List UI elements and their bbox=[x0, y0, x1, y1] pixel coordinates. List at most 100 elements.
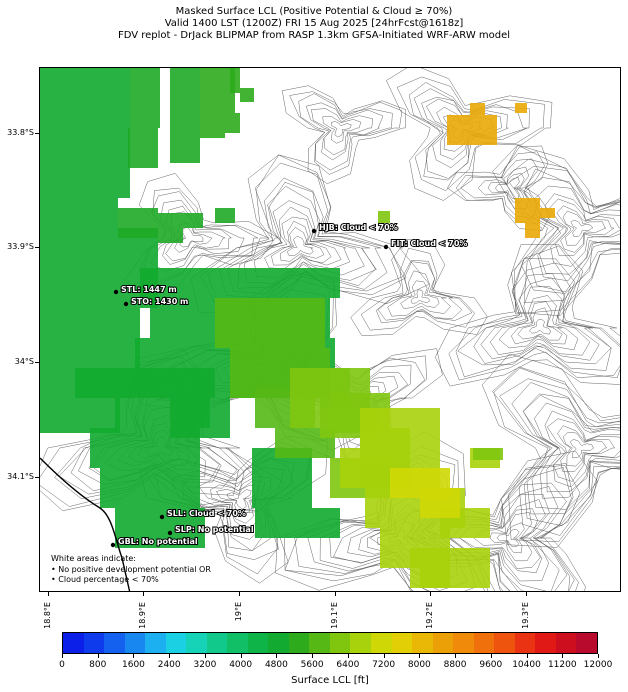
contour-line bbox=[331, 121, 352, 138]
colorbar-segment bbox=[124, 633, 146, 653]
lon-tick bbox=[526, 592, 527, 596]
colorbar-segment bbox=[247, 633, 269, 653]
site-marker-sll bbox=[159, 514, 165, 520]
contour-line bbox=[517, 307, 563, 341]
colorbar-segment bbox=[309, 633, 330, 653]
contour-line bbox=[386, 68, 553, 201]
lcl-cell bbox=[215, 298, 325, 348]
colorbar-title: Surface LCL [ft] bbox=[291, 675, 369, 686]
contour-line bbox=[375, 260, 473, 324]
lcl-cell bbox=[515, 103, 527, 113]
lat-label: 34°S bbox=[14, 357, 34, 366]
contour-line bbox=[434, 244, 620, 387]
lon-label: 19.2°E bbox=[425, 602, 434, 629]
colorbar-tick bbox=[347, 654, 349, 658]
contour-line bbox=[508, 166, 620, 294]
contour-line bbox=[492, 366, 620, 536]
lcl-cell bbox=[230, 68, 240, 93]
contour-line bbox=[522, 393, 620, 510]
colorbar-segment bbox=[206, 633, 228, 653]
colorbar-tick-label: 10400 bbox=[512, 660, 541, 670]
site-marker-sto bbox=[123, 301, 129, 307]
contour-line bbox=[557, 425, 616, 472]
figure-titles: Masked Surface LCL (Positive Potential &… bbox=[0, 6, 628, 42]
colorbar-tick bbox=[133, 654, 135, 658]
colorbar-segment bbox=[555, 633, 577, 653]
colorbar-segment bbox=[104, 633, 125, 653]
lcl-cell bbox=[40, 228, 158, 308]
lcl-cell bbox=[225, 113, 240, 133]
contour-line bbox=[511, 382, 620, 515]
lcl-cell bbox=[118, 208, 158, 238]
colorbar-tick-label: 6400 bbox=[336, 660, 360, 670]
lcl-cell bbox=[378, 211, 390, 223]
colorbar-tick bbox=[419, 654, 421, 658]
contour-line bbox=[489, 522, 525, 554]
mask-note: White areas indicate: • No positive deve… bbox=[51, 554, 211, 586]
lcl-cell bbox=[447, 115, 497, 145]
contour-line bbox=[311, 108, 374, 156]
site-label-sll: SLL: Cloud < 70% bbox=[167, 509, 246, 518]
colorbar-tick bbox=[455, 654, 457, 658]
colorbar-tick-label: 0 bbox=[59, 660, 65, 670]
colorbar-segment bbox=[494, 633, 515, 653]
lcl-cell bbox=[170, 398, 230, 438]
site-marker-gbl bbox=[110, 542, 116, 548]
contour-line bbox=[408, 82, 530, 181]
colorbar-tick-label: 4000 bbox=[229, 660, 253, 670]
site-label-slp: SLP: No potential bbox=[175, 525, 254, 534]
colorbar-segment bbox=[145, 633, 166, 653]
colorbar-segment bbox=[63, 633, 84, 653]
contour-line bbox=[562, 431, 608, 467]
colorbar-segment bbox=[288, 633, 310, 653]
lcl-cell bbox=[140, 268, 340, 298]
lcl-cell bbox=[420, 488, 460, 518]
contour-line bbox=[523, 395, 620, 499]
title-line-1: Masked Surface LCL (Positive Potential &… bbox=[175, 6, 453, 17]
colorbar-segment bbox=[165, 633, 187, 653]
lon-tick bbox=[239, 592, 240, 596]
note-line-3: • Cloud percentage < 70% bbox=[51, 575, 159, 584]
lon-tick bbox=[430, 592, 431, 596]
site-label-gbl: GBL: No potential bbox=[118, 537, 198, 546]
site-marker-stl bbox=[113, 289, 119, 295]
contour-line bbox=[534, 185, 620, 275]
lcl-cell bbox=[170, 68, 200, 163]
lat-tick bbox=[35, 247, 39, 248]
contour-line bbox=[410, 289, 431, 304]
lcl-cell bbox=[128, 128, 158, 168]
title-line-3: FDV replot - DrJack BLIPMAP from RASP 1.… bbox=[117, 30, 511, 41]
colorbar-tick bbox=[490, 654, 492, 658]
lon-label: 19.3°E bbox=[521, 602, 530, 629]
lcl-cell bbox=[100, 468, 200, 508]
colorbar-tick-label: 8000 bbox=[407, 660, 431, 670]
lcl-cell bbox=[255, 508, 340, 538]
contour-line bbox=[396, 76, 545, 191]
lcl-cell bbox=[515, 198, 540, 223]
lcl-cell bbox=[40, 68, 130, 198]
colorbar-tick bbox=[276, 654, 278, 658]
lon-label: 19°E bbox=[234, 602, 243, 622]
colorbar-segment bbox=[391, 633, 413, 653]
contour-line bbox=[544, 193, 620, 267]
lon-tick bbox=[335, 592, 336, 596]
lcl-cell bbox=[40, 398, 120, 433]
colorbar-tick-label: 800 bbox=[89, 660, 107, 670]
lcl-cell bbox=[183, 213, 203, 228]
map-canvas: HJB: Cloud < 70% FIT: Cloud < 70% STL: 1… bbox=[40, 68, 620, 591]
colorbar-tick-label: 11200 bbox=[547, 660, 577, 670]
contour-line bbox=[499, 378, 620, 527]
colorbar-tick-label: 2400 bbox=[157, 660, 181, 670]
site-markers: HJB: Cloud < 70% FIT: Cloud < 70% STL: 1… bbox=[110, 222, 468, 548]
contour-line bbox=[496, 529, 520, 547]
contour-line bbox=[287, 235, 314, 257]
colorbar-tick-label: 8800 bbox=[443, 660, 467, 670]
colorbar-segment bbox=[576, 633, 597, 653]
lcl-cell bbox=[158, 213, 183, 243]
colorbar-segment bbox=[473, 633, 495, 653]
contour-line bbox=[400, 280, 440, 309]
site-marker-slp bbox=[167, 530, 173, 536]
contour-line bbox=[493, 367, 620, 543]
contour-line bbox=[480, 277, 600, 361]
contour-line bbox=[473, 273, 612, 365]
